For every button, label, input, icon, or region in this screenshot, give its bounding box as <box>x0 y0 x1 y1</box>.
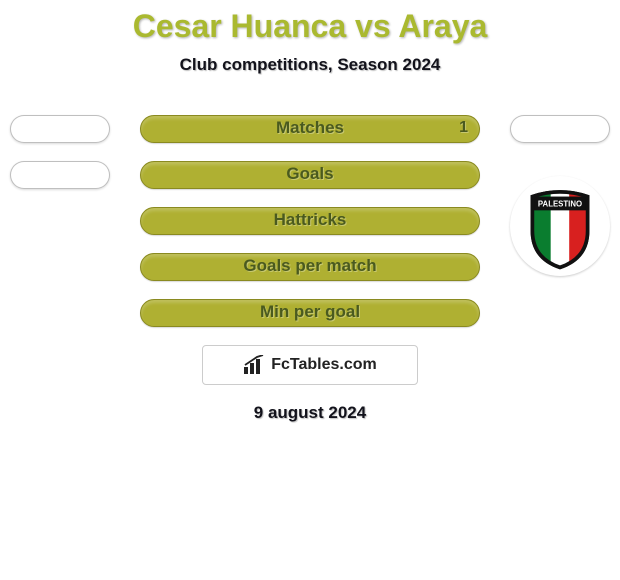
page-title: Cesar Huanca vs Araya <box>0 8 620 45</box>
badge-label: PALESTINO <box>538 200 582 209</box>
right-pill <box>510 115 610 143</box>
page-subtitle: Club competitions, Season 2024 <box>0 55 620 75</box>
date-label: 9 august 2024 <box>0 403 620 423</box>
left-pill <box>10 115 110 143</box>
center-pill <box>140 253 480 281</box>
center-pill <box>140 207 480 235</box>
brand-text: FcTables.com <box>271 356 377 374</box>
row-matches: Matches 1 <box>0 115 620 143</box>
center-pill <box>140 161 480 189</box>
brand-logo-icon <box>243 355 267 375</box>
center-pill <box>140 299 480 327</box>
center-pill <box>140 115 480 143</box>
brand-box: FcTables.com <box>202 345 418 385</box>
shield-icon: PALESTINO <box>514 180 606 272</box>
team-badge: PALESTINO <box>510 176 610 276</box>
comparison-infographic: Cesar Huanca vs Araya Club competitions,… <box>0 0 620 580</box>
left-pill <box>10 161 110 189</box>
row-min-per-goal: Min per goal <box>0 299 620 327</box>
